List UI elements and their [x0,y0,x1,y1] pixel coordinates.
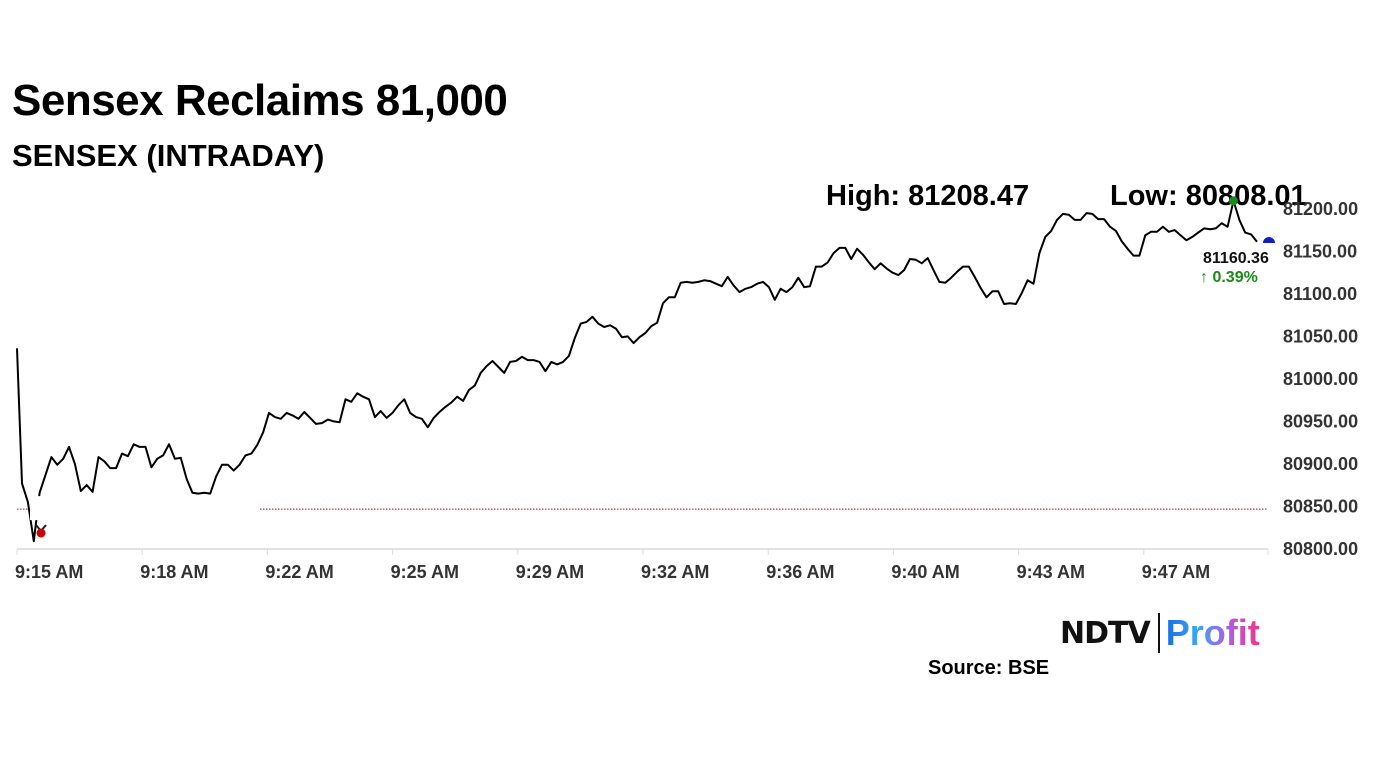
sensex-price-line [16,199,1258,543]
y-tick-label: 81200.00 [1283,199,1358,219]
prev-close-label-bg [30,496,260,521]
x-tick-label: 9:18 AM [140,562,208,582]
last-price-label: 81160.36 [1203,250,1269,267]
y-tick-label: 80950.00 [1283,412,1358,432]
x-tick-label: 9:32 AM [641,562,709,582]
logo-divider [1157,613,1160,653]
logo-ndtv: NDTV [1060,615,1151,651]
low-label: Low: 80808.01 [1110,180,1307,212]
x-tick-label: 9:47 AM [1142,562,1210,582]
x-tick-label: 9:36 AM [766,562,834,582]
high-label: High: 81208.47 [826,180,1030,212]
y-tick-label: 81000.00 [1283,369,1358,389]
y-tick-label: 80900.00 [1283,454,1358,474]
x-tick-label: 9:25 AM [391,562,459,582]
y-tick-label: 81150.00 [1283,242,1357,262]
y-tick-label: 80850.00 [1283,497,1358,517]
x-tick-label: 9:43 AM [1017,562,1085,582]
x-tick-label: 9:22 AM [265,562,333,582]
chart-subtitle: SENSEX (INTRADAY) [12,138,325,173]
x-tick-label: 9:15 AM [15,562,83,582]
chart-title: Sensex Reclaims 81,000 [12,76,508,125]
low-point-dot [36,528,46,538]
price-change-label: ↑ 0.39% [1200,269,1258,286]
y-tick-label: 80800.00 [1283,539,1358,559]
y-tick-label: 81050.00 [1283,327,1358,347]
logo-profit: Profit [1165,612,1260,653]
y-tick-label: 81100.00 [1283,284,1357,304]
last-price-dot [1263,237,1275,243]
x-tick-label: 9:40 AM [891,562,959,582]
ndtv-profit-logo: NDTV Profit [1060,612,1260,654]
high-point-dot [1228,196,1238,206]
source-label: Source: BSE [928,657,1050,679]
x-tick-label: 9:29 AM [516,562,584,582]
